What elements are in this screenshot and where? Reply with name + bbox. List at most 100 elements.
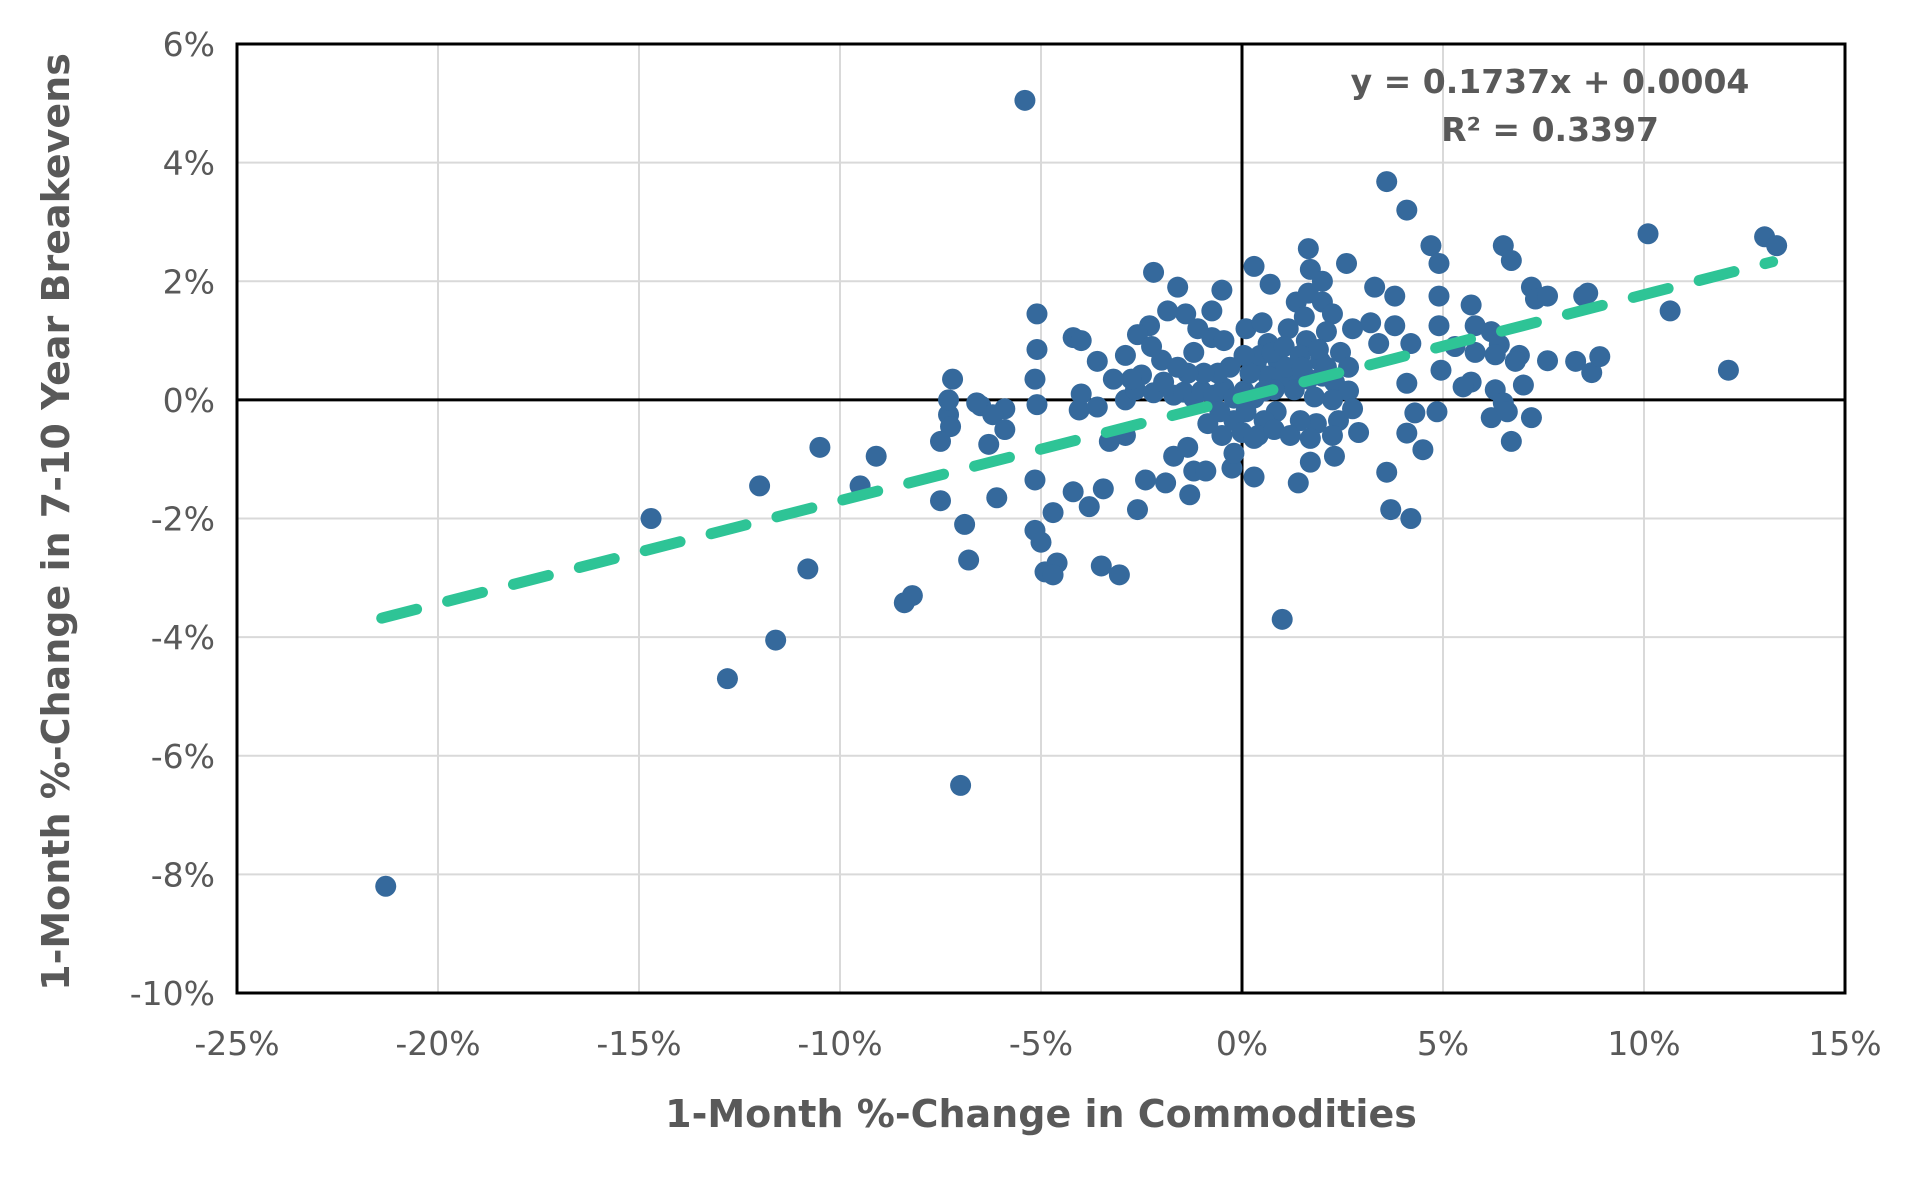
data-point [749, 475, 771, 497]
data-point [1323, 445, 1345, 467]
data-point [1157, 300, 1179, 322]
data-point [1026, 303, 1048, 325]
data-point [958, 549, 980, 571]
trendline-equation: y = 0.1737x + 0.0004 R² = 0.3397 [1270, 58, 1830, 154]
y-tick-label: 6% [163, 25, 215, 64]
data-point [1289, 410, 1311, 432]
y-axis-title: 1-Month %-Change in 7-10 Year Breakevens [34, 53, 78, 991]
data-point [1014, 89, 1036, 111]
y-tick-label: -10% [130, 974, 215, 1013]
data-point [1092, 478, 1114, 500]
data-point [1581, 362, 1603, 384]
data-point [1380, 499, 1402, 521]
y-tick-label: 2% [163, 262, 215, 301]
data-point [375, 875, 397, 897]
data-point [1193, 362, 1215, 384]
x-axis-title: 1-Month %-Change in Commodities [665, 1092, 1417, 1136]
data-point [1277, 318, 1299, 340]
data-point [1589, 346, 1611, 368]
data-point [1500, 430, 1522, 452]
data-point [1496, 401, 1518, 423]
data-point [1384, 315, 1406, 337]
data-point [1342, 398, 1364, 420]
data-point [1024, 469, 1046, 491]
data-point [1275, 356, 1297, 378]
trendline [376, 256, 1779, 624]
data-point [1464, 315, 1486, 337]
data-point [1504, 350, 1526, 372]
data-point [1637, 223, 1659, 245]
data-point [1024, 368, 1046, 390]
data-point [1042, 564, 1064, 586]
data-point [1766, 235, 1788, 257]
data-point [1342, 318, 1364, 340]
data-point [1396, 422, 1418, 444]
data-point [1167, 276, 1189, 298]
data-point [1520, 407, 1542, 429]
data-point [1297, 238, 1319, 260]
data-point [1426, 401, 1448, 423]
data-point [1537, 285, 1559, 307]
data-point [1321, 389, 1343, 411]
data-point [1068, 399, 1090, 421]
y-tick-label: -6% [151, 737, 215, 776]
data-point [1030, 531, 1052, 553]
data-point [1428, 252, 1450, 274]
data-point [1179, 484, 1201, 506]
data-point [938, 389, 960, 411]
data-point [1120, 368, 1142, 390]
data-point [1086, 396, 1108, 418]
data-point [1183, 341, 1205, 363]
y-tick-label: -4% [151, 618, 215, 657]
data-point [1279, 424, 1301, 446]
data-point [1376, 461, 1398, 483]
data-point [1187, 318, 1209, 340]
data-point [1235, 318, 1257, 340]
data-point [1070, 330, 1092, 352]
x-tick-label: -20% [395, 1024, 480, 1063]
data-point [1211, 279, 1233, 301]
plot-border [235, 42, 1847, 995]
x-tick-label: 15% [1808, 1024, 1881, 1063]
data-point [986, 487, 1008, 509]
data-point [1376, 171, 1398, 193]
data-point [1273, 335, 1295, 357]
data-point [930, 430, 951, 452]
data-point [809, 436, 831, 458]
data-point [1026, 338, 1048, 360]
x-tick-label: -5% [1009, 1024, 1073, 1063]
data-point [1102, 368, 1124, 390]
data-point [1565, 350, 1587, 372]
data-point [1307, 338, 1329, 360]
data-point [1412, 439, 1434, 461]
data-point [994, 419, 1016, 441]
data-point [1659, 300, 1681, 322]
data-point [982, 404, 1004, 426]
data-point [1400, 333, 1422, 355]
data-point [1177, 436, 1199, 458]
data-point [1143, 261, 1165, 283]
data-point [1239, 362, 1261, 384]
data-point [1243, 255, 1265, 277]
data-point [1338, 380, 1360, 402]
data-point [1430, 359, 1452, 381]
data-point [1026, 394, 1048, 416]
data-point [1291, 356, 1313, 378]
data-point [1336, 252, 1358, 274]
data-point [1396, 199, 1418, 221]
data-point [1303, 386, 1325, 408]
y-tick-label: -2% [151, 500, 215, 539]
data-point [942, 368, 964, 390]
x-tick-label: -10% [797, 1024, 882, 1063]
data-point [1114, 344, 1136, 366]
data-point [1062, 481, 1084, 503]
data-point [765, 629, 787, 651]
data-point [1404, 402, 1426, 424]
data-point [1201, 300, 1223, 322]
data-point [1135, 469, 1157, 491]
data-point [1396, 372, 1418, 394]
data-point [1195, 460, 1217, 482]
data-point [1384, 285, 1406, 307]
data-point [640, 508, 662, 529]
